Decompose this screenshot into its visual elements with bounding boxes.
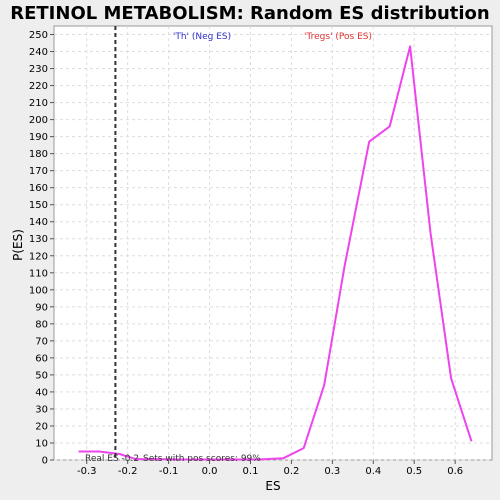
chart-title: RETINOL METABOLISM: Random ES distributi… [10,3,489,24]
plot-area [53,25,493,461]
legend-item: 'Th' (Neg ES) [173,32,231,42]
x-axis-ticks: -0.3 -0.2 -0.1 0.0 0.1 0.2 0.3 0.4 0.5 0.6 [77,460,463,477]
y-tick-label: 200 [29,115,48,126]
legend: 'Th' (Neg ES) 'Tregs' (Pos ES) [173,32,372,42]
series-line [78,45,473,461]
x-tick-label: -0.3 [77,466,97,477]
y-tick-label: 230 [29,64,48,75]
x-tick-label: -0.1 [159,466,179,477]
y-axis-label: P(ES) [11,229,25,261]
y-tick-label: 150 [29,200,48,211]
y-tick-label: 210 [29,98,48,109]
x-axis-label: ES [265,479,280,493]
y-tick-label: 190 [29,132,48,143]
real-es-label: Real ES -0.2 [85,454,139,464]
y-tick-label: 170 [29,166,48,177]
y-tick-label: 90 [35,302,48,313]
x-tick-label: 0.3 [324,466,340,477]
y-tick-label: 10 [35,438,48,449]
y-tick-label: 240 [29,47,48,58]
x-tick-label: 0.6 [447,466,463,477]
y-axis-ticks: 0 10 20 30 40 50 60 70 80 90 100 110 120 130 140 150 160… [29,30,54,467]
series-layer [78,45,473,461]
x-tick-label: 0.1 [243,466,259,477]
y-tick-label: 120 [29,251,48,262]
y-tick-label: 40 [35,387,48,398]
y-tick-label: 140 [29,217,48,228]
y-tick-label: 180 [29,149,48,160]
y-tick-label: 80 [35,319,48,330]
y-tick-label: 130 [29,234,48,245]
y-tick-label: 160 [29,183,48,194]
x-tick-label: 0.5 [406,466,422,477]
pos-scores-annotation: Sets with pos scores: 99% [143,454,261,464]
grid-lines [54,26,492,461]
x-tick-label: -0.2 [118,466,138,477]
y-tick-label: 110 [29,268,48,279]
y-tick-label: 250 [29,30,48,41]
y-tick-label: 70 [35,336,48,347]
x-tick-label: 0.2 [283,466,299,477]
y-tick-label: 0 [42,456,48,467]
annotations: Real ES -0.2 Sets with pos scores: 99% [85,26,261,464]
y-tick-label: 50 [35,370,48,381]
x-tick-label: 0.0 [202,466,218,477]
legend-item: 'Tregs' (Pos ES) [304,32,372,42]
y-tick-label: 220 [29,81,48,92]
y-tick-label: 60 [35,353,48,364]
x-tick-label: 0.4 [365,466,381,477]
y-tick-label: 30 [35,404,48,415]
y-tick-label: 100 [29,285,48,296]
y-tick-label: 20 [35,421,48,432]
